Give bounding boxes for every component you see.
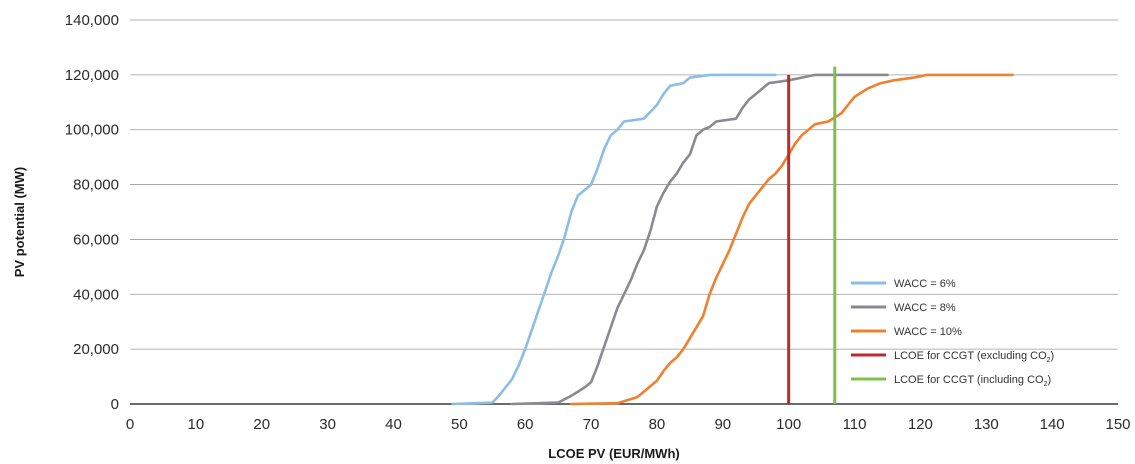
y-tick-label: 0 [111, 396, 119, 413]
x-tick-label: 20 [253, 416, 270, 433]
legend-label: WACC = 8% [894, 302, 956, 314]
x-tick-label: 140 [1040, 416, 1065, 433]
y-tick-label: 60,000 [73, 231, 119, 248]
y-tick-label: 20,000 [73, 341, 119, 358]
x-axis-title: LCOE PV (EUR/MWh) [548, 446, 679, 461]
y-tick-label: 120,000 [65, 67, 119, 84]
legend-item-wacc-6: WACC = 6% [851, 278, 956, 290]
legend: WACC = 6% WACC = 8% WACC = 10% LCOE for CCG… [851, 278, 1054, 388]
y-tick-label: 140,000 [65, 12, 119, 29]
y-tick-label: 80,000 [73, 177, 119, 194]
x-tick-label: 10 [188, 416, 205, 433]
x-tick-label: 130 [974, 416, 999, 433]
grid-lines [130, 19, 1118, 350]
wacc-8-line [510, 73, 889, 406]
x-tick-label: 90 [714, 416, 731, 433]
x-tick-label: 40 [385, 416, 402, 433]
wacc-10-line [570, 73, 1014, 406]
y-tick-label: 100,000 [65, 122, 119, 139]
y-axis-title: PV potential (MW) [12, 167, 27, 278]
legend-item-wacc-10: WACC = 10% [851, 326, 962, 338]
x-tick-label: 0 [126, 416, 134, 433]
x-tick-label: 30 [319, 416, 336, 433]
wacc-6-line [451, 73, 777, 406]
series-layer [451, 66, 1014, 406]
legend-item-wacc-8: WACC = 8% [851, 302, 956, 314]
legend-label: WACC = 10% [894, 326, 962, 338]
x-tick-label: 60 [517, 416, 534, 433]
legend-item-ccgt-excluding-co2: LCOE for CCGT (excluding CO2) [851, 350, 1054, 364]
x-tick-label: 70 [583, 416, 600, 433]
x-tick-label: 110 [843, 416, 867, 433]
x-tick-label: 80 [649, 416, 666, 433]
x-tick-label: 120 [908, 416, 933, 433]
legend-label: LCOE for CCGT (excluding CO2) [894, 350, 1054, 364]
x-tick-label: 100 [776, 416, 801, 433]
x-tick-label: 50 [451, 416, 468, 433]
legend-label: WACC = 6% [894, 278, 956, 290]
y-tick-labels: 0 20,000 40,000 60,000 80,000 100,000 120,000 1… [65, 12, 119, 413]
legend-item-ccgt-including-co2: LCOE for CCGT (including CO2) [851, 374, 1051, 388]
y-tick-label: 40,000 [73, 286, 119, 303]
x-tick-label: 150 [1105, 416, 1130, 433]
legend-label: LCOE for CCGT (including CO2) [894, 374, 1051, 388]
x-tick-labels: 0 10 20 30 40 50 60 70 80 90 100 110 120 130 140 150 [126, 416, 1131, 433]
